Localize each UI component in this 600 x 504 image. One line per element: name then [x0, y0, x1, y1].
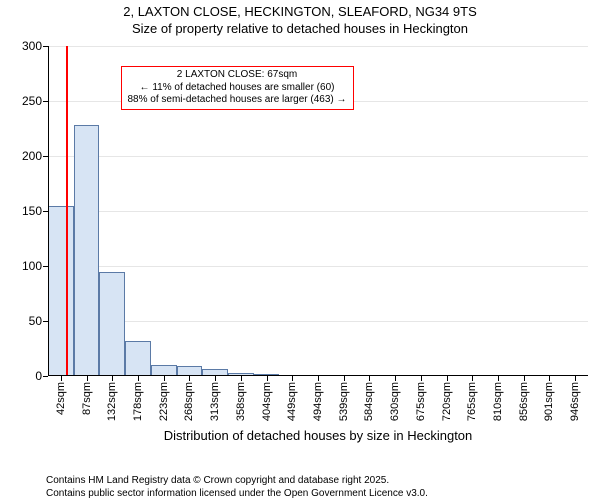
gridline [48, 46, 588, 47]
x-tick-mark [498, 376, 499, 381]
y-tick-mark [43, 266, 48, 267]
y-tick-label: 200 [2, 149, 42, 163]
y-tick-label: 250 [2, 94, 42, 108]
x-tick-label: 630sqm [389, 382, 401, 421]
x-tick-mark [575, 376, 576, 381]
x-tick-mark [344, 376, 345, 381]
y-tick-label: 150 [2, 204, 42, 218]
x-tick-label: 584sqm [363, 382, 375, 421]
page-title: 2, LAXTON CLOSE, HECKINGTON, SLEAFORD, N… [0, 4, 600, 21]
y-tick-label: 100 [2, 259, 42, 273]
x-tick-label: 675sqm [415, 382, 427, 421]
x-tick-label: 223sqm [158, 382, 170, 421]
x-tick-mark [87, 376, 88, 381]
x-tick-mark [447, 376, 448, 381]
y-tick-label: 300 [2, 39, 42, 53]
axis-line [48, 46, 49, 376]
x-tick-label: 87sqm [81, 382, 93, 415]
x-tick-label: 313sqm [209, 382, 221, 421]
annotation-line: ← 11% of detached houses are smaller (60… [128, 82, 347, 95]
x-tick-label: 810sqm [492, 382, 504, 421]
histogram-bar [125, 341, 151, 376]
histogram-bar [99, 272, 125, 377]
x-tick-label: 268sqm [183, 382, 195, 421]
gridline [48, 211, 588, 212]
y-tick-mark [43, 211, 48, 212]
x-tick-label: 132sqm [106, 382, 118, 421]
x-tick-label: 358sqm [235, 382, 247, 421]
y-tick-mark [43, 156, 48, 157]
x-tick-label: 720sqm [441, 382, 453, 421]
x-tick-mark [549, 376, 550, 381]
x-tick-label: 178sqm [132, 382, 144, 421]
x-tick-label: 856sqm [518, 382, 530, 421]
x-tick-label: 449sqm [286, 382, 298, 421]
x-tick-mark [164, 376, 165, 381]
annotation-line: 2 LAXTON CLOSE: 67sqm [128, 69, 347, 82]
y-tick-label: 50 [2, 314, 42, 328]
x-tick-mark [215, 376, 216, 381]
gridline [48, 266, 588, 267]
x-tick-mark [61, 376, 62, 381]
y-tick-mark [43, 101, 48, 102]
plot-area: 2 LAXTON CLOSE: 67sqm← 11% of detached h… [48, 46, 588, 376]
annotation-line: 88% of semi-detached houses are larger (… [128, 94, 347, 107]
x-tick-label: 765sqm [466, 382, 478, 421]
chart: 2 LAXTON CLOSE: 67sqm← 11% of detached h… [0, 40, 600, 470]
credit-line-2: Contains public sector information licen… [46, 488, 428, 501]
x-tick-mark [292, 376, 293, 381]
x-tick-mark [395, 376, 396, 381]
x-tick-mark [267, 376, 268, 381]
annotation-box: 2 LAXTON CLOSE: 67sqm← 11% of detached h… [121, 66, 354, 110]
histogram-bar [48, 206, 74, 377]
x-axis-title: Distribution of detached houses by size … [48, 428, 588, 443]
y-tick-mark [43, 46, 48, 47]
x-tick-label: 539sqm [338, 382, 350, 421]
x-tick-mark [421, 376, 422, 381]
x-tick-mark [369, 376, 370, 381]
histogram-bar [74, 125, 100, 376]
credit-text: Contains HM Land Registry data © Crown c… [46, 475, 428, 500]
x-tick-mark [524, 376, 525, 381]
x-tick-mark [138, 376, 139, 381]
x-tick-label: 901sqm [543, 382, 555, 421]
x-tick-label: 404sqm [261, 382, 273, 421]
y-tick-mark [43, 376, 48, 377]
gridline [48, 321, 588, 322]
x-tick-label: 494sqm [312, 382, 324, 421]
x-tick-mark [241, 376, 242, 381]
page-subtitle: Size of property relative to detached ho… [0, 21, 600, 38]
x-tick-mark [189, 376, 190, 381]
gridline [48, 156, 588, 157]
x-tick-label: 42sqm [55, 382, 67, 415]
x-tick-label: 946sqm [569, 382, 581, 421]
x-tick-mark [112, 376, 113, 381]
x-tick-mark [318, 376, 319, 381]
reference-line [66, 46, 68, 376]
y-tick-label: 0 [2, 369, 42, 383]
x-tick-mark [472, 376, 473, 381]
credit-line-1: Contains HM Land Registry data © Crown c… [46, 475, 428, 488]
y-tick-mark [43, 321, 48, 322]
